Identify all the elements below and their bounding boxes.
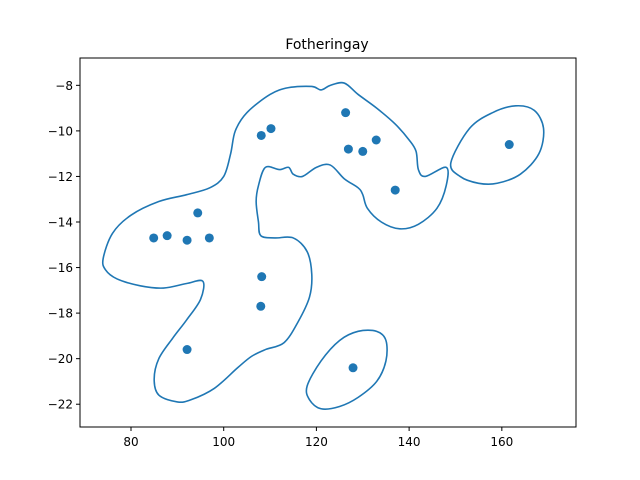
x-axis: 80 100 120 140 160 [123, 427, 513, 449]
data-point [266, 124, 276, 134]
x-tick-label: 100 [212, 435, 235, 449]
data-point [341, 108, 351, 118]
data-point [149, 233, 159, 243]
x-tick-label: 120 [305, 435, 328, 449]
data-point [162, 231, 172, 241]
plot-area [101, 81, 545, 410]
chart-title: Fotheringay [285, 37, 368, 53]
data-point [371, 135, 381, 145]
y-tick-label: −8 [55, 79, 73, 93]
contour-1 [101, 81, 449, 404]
x-tick-label: 140 [398, 435, 421, 449]
y-tick-label: −10 [48, 124, 73, 138]
x-tick-label: 160 [490, 435, 513, 449]
data-point [358, 146, 368, 156]
data-point [193, 208, 203, 218]
data-point [182, 235, 192, 245]
data-point [504, 140, 514, 150]
data-point [390, 185, 400, 195]
y-tick-label: −16 [48, 261, 73, 275]
data-point [204, 233, 214, 243]
data-point [256, 301, 266, 311]
data-point [348, 363, 358, 373]
x-tick-label: 80 [123, 435, 138, 449]
data-point [257, 272, 267, 282]
contour-2 [449, 104, 545, 186]
contour-3 [305, 329, 388, 410]
y-tick-label: −22 [48, 398, 73, 412]
data-point [182, 345, 192, 355]
y-tick-label: −20 [48, 352, 73, 366]
y-axis: −22 −20 −18 −16 −14 −12 −10 −8 [48, 79, 80, 412]
y-tick-label: −14 [48, 216, 73, 230]
data-point [343, 144, 353, 154]
axes-frame [79, 57, 577, 428]
y-tick-label: −18 [48, 307, 73, 321]
y-tick-label: −12 [48, 170, 73, 184]
data-point [256, 130, 266, 140]
